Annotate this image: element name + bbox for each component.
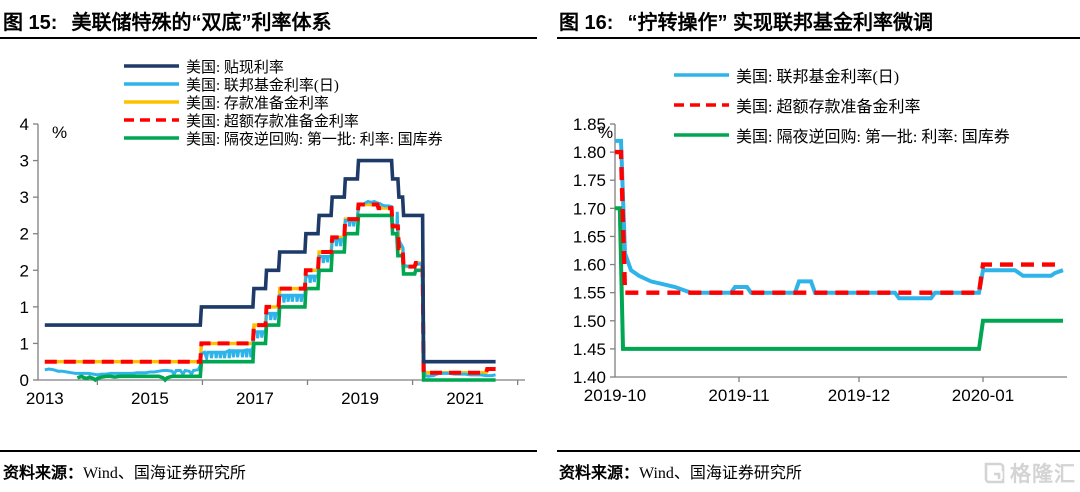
right-chart-y-tick-label: 1.85 <box>573 115 606 134</box>
legend-item: 美国: 存款准备金利率 <box>124 93 443 112</box>
legend-line-sample <box>124 136 179 140</box>
source-rule-right <box>557 450 1080 452</box>
legend-label: 美国: 贴现利率 <box>186 59 284 76</box>
left-chart-y-tick-label: 1 <box>20 298 29 317</box>
right-chart-y-tick-label: 1.55 <box>573 284 606 303</box>
right-chart-x-tick-label: 2019-11 <box>708 386 769 405</box>
figure-15-legend: 美国: 贴现利率 美国: 联邦基金利率(日) 美国: 存款准备金利率 美国: 超额存款… <box>124 57 443 148</box>
right-chart-y-tick-label: 1.65 <box>573 227 606 246</box>
legend-item: 美国: 联邦基金利率(日) <box>124 75 443 94</box>
gelonghui-logo-icon <box>984 462 1005 484</box>
right-chart-y-tick-label: 1.50 <box>573 312 606 331</box>
right-chart-x-tick-label: 2019-10 <box>584 386 646 405</box>
title-rule-right <box>557 37 1080 39</box>
legend-item: 美国: 超额存款准备金利率 <box>674 90 1010 120</box>
left-chart-series-line <box>44 202 496 375</box>
legend-line-sample <box>124 64 179 68</box>
right-chart-series-line <box>615 149 1063 295</box>
figure-16-title: 图 16: “拧转操作” 实现联邦基金利率微调 <box>559 6 933 35</box>
left-chart-y-tick-label: 3 <box>20 188 29 207</box>
source-label-right: 资料来源： <box>559 465 640 482</box>
right-chart-y-tick-label: 1.45 <box>573 340 606 359</box>
source-rule-left <box>0 450 537 452</box>
source-text-right: Wind、国海证券研究所 <box>639 465 802 482</box>
legend-label: 美国: 存款准备金利率 <box>186 95 329 112</box>
legend-line-sample <box>124 82 179 86</box>
right-chart-y-tick-label: 1.80 <box>573 143 606 162</box>
figure-15-label: 图 15: <box>3 12 58 34</box>
right-chart-series-line <box>615 206 1063 351</box>
left-chart-x-tick-label: 2019 <box>341 389 379 408</box>
legend-item: 美国: 贴现利率 <box>124 57 443 76</box>
left-chart-x-tick-label: 2015 <box>131 389 169 408</box>
legend-line-sample <box>674 103 729 107</box>
figure-16-legend: 美国: 联邦基金利率(日) 美国: 超额存款准备金利率美国: 隔夜逆回购: 第一批… <box>674 60 1010 150</box>
right-chart-series-line <box>615 138 1064 301</box>
left-chart-y-tick-label: 2 <box>20 261 29 280</box>
right-chart-x-tick-label: 2019-12 <box>828 386 890 405</box>
legend-line-sample <box>124 100 179 104</box>
left-chart-series-line <box>44 158 496 364</box>
source-text-left: Wind、国海证券研究所 <box>83 465 246 482</box>
figure-15-title-text: 美联储特殊的“双底”利率体系 <box>71 12 332 34</box>
left-chart-unit-label: % <box>52 123 67 142</box>
legend-item: 美国: 超额存款准备金利率 <box>124 111 443 130</box>
left-chart-y-tick-label: 2 <box>20 225 29 244</box>
left-chart-y-tick-label: 1 <box>20 334 29 353</box>
title-rule-left <box>0 37 537 39</box>
legend-label: 美国: 隔夜逆回购: 第一批: 利率: 国库券 <box>186 131 443 148</box>
source-row-right: 资料来源：Wind、国海证券研究所 <box>559 459 802 483</box>
right-chart-x-tick-label: 2020-01 <box>952 386 1014 405</box>
legend-label: 美国: 超额存款准备金利率 <box>736 99 921 116</box>
legend-label: 美国: 联邦基金利率(日) <box>736 69 900 86</box>
right-chart-axes <box>614 124 1067 378</box>
left-chart-y-tick-label: 0 <box>20 371 29 390</box>
left-chart-x-tick-label: 2017 <box>236 389 274 408</box>
source-row-left: 资料来源：Wind、国海证券研究所 <box>3 459 246 483</box>
left-chart-x-tick-label: 2013 <box>26 389 64 408</box>
legend-item: 美国: 联邦基金利率(日) <box>674 60 1010 90</box>
watermark-text: 格隆汇 <box>1010 463 1076 486</box>
left-chart-x-tick-label: 2021 <box>446 389 484 408</box>
legend-item: 美国: 隔夜逆回购: 第一批: 利率: 国库券 <box>124 129 443 148</box>
right-chart-unit-label: % <box>598 123 613 142</box>
legend-line-sample <box>674 73 729 77</box>
legend-line-sample <box>674 133 729 137</box>
right-chart-y-tick-label: 1.40 <box>573 368 606 387</box>
left-chart-series-line <box>44 199 496 378</box>
right-chart-y-tick-label: 1.60 <box>573 256 606 275</box>
legend-item: 美国: 隔夜逆回购: 第一批: 利率: 国库券 <box>674 120 1010 150</box>
right-chart-y-tick-label: 1.75 <box>573 171 606 190</box>
source-label-left: 资料来源： <box>3 465 84 482</box>
figure-16-title-text: “拧转操作” 实现联邦基金利率微调 <box>627 12 934 34</box>
legend-label: 美国: 超额存款准备金利率 <box>186 113 359 130</box>
gelonghui-watermark: 格隆汇 <box>982 458 1076 488</box>
figure-16-label: 图 16: <box>559 12 614 34</box>
right-chart-y-tick-label: 1.70 <box>573 199 606 218</box>
legend-label: 美国: 隔夜逆回购: 第一批: 利率: 国库券 <box>736 129 1010 146</box>
left-chart-y-tick-label: 4 <box>20 115 29 134</box>
legend-label: 美国: 联邦基金利率(日) <box>186 77 339 94</box>
legend-line-sample <box>124 118 179 122</box>
figure-15-title: 图 15: 美联储特殊的“双底”利率体系 <box>3 6 331 35</box>
left-chart-y-tick-label: 3 <box>20 152 29 171</box>
left-chart-series-line <box>44 202 496 375</box>
